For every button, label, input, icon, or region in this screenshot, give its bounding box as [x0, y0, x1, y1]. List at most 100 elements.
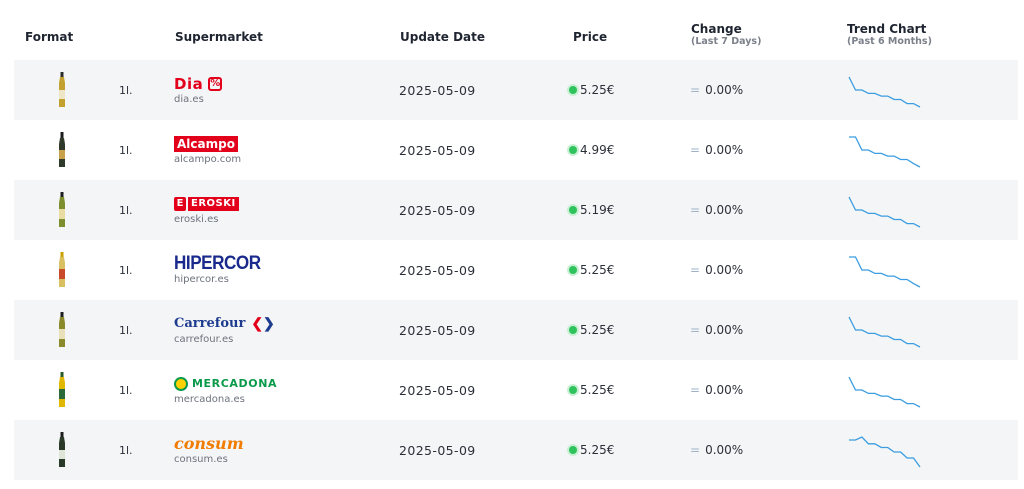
- supermarket-cell[interactable]: MERCADONA mercadona.es: [174, 360, 277, 420]
- header-change-subtitle: (Last 7 Days): [691, 36, 762, 47]
- price-value: 5.25€: [580, 323, 615, 337]
- eroski-logo: E EROSKI: [174, 195, 239, 213]
- header-trend-title: Trend Chart: [847, 22, 927, 36]
- change: = 0.00%: [690, 300, 743, 360]
- trend-line: [848, 196, 921, 228]
- trend-line: [849, 436, 921, 468]
- update-date: 2025-05-09: [399, 202, 476, 218]
- trend-chart: [848, 316, 921, 348]
- oil-bottle-icon: [59, 312, 65, 347]
- table-row[interactable]: 1l. HIPERCOR hipercor.es 2025-05-09 5.25…: [14, 240, 1018, 300]
- price: 5.25€: [569, 360, 614, 420]
- oil-bottle-icon: [59, 432, 65, 467]
- logo-text: Carrefour: [174, 315, 246, 331]
- header-change-title: Change: [691, 22, 742, 36]
- equal-icon: =: [690, 143, 701, 157]
- oil-bottle-icon: [59, 132, 65, 167]
- supermarket-domain[interactable]: alcampo.com: [174, 153, 242, 165]
- table-row[interactable]: 1l. Carrefour ❮ ❯ carrefour.es 2025-05-09 …: [14, 300, 1018, 360]
- format-size: 1l.: [119, 83, 133, 97]
- price: 5.25€: [569, 420, 614, 480]
- supermarket-cell[interactable]: Dia% dia.es: [174, 60, 223, 120]
- supermarket-domain[interactable]: consum.es: [174, 453, 228, 465]
- oil-bottle-icon: [59, 252, 65, 287]
- change: = 0.00%: [690, 120, 743, 180]
- price-status-dot-icon: [569, 206, 577, 214]
- price-value: 5.25€: [580, 383, 615, 397]
- format-size: 1l.: [119, 383, 133, 397]
- price: 5.25€: [569, 60, 614, 120]
- table-row[interactable]: 1l. Dia% dia.es 2025-05-09 5.25€ = 0.00%: [14, 60, 1018, 120]
- update-date: 2025-05-09: [399, 322, 476, 338]
- supermarket-domain[interactable]: eroski.es: [174, 213, 219, 225]
- trend-line: [848, 376, 921, 408]
- price-status-dot-icon: [569, 266, 577, 274]
- change-value: 0.00%: [705, 383, 744, 397]
- header-trend-subtitle: (Past 6 Months): [847, 36, 932, 47]
- change: = 0.00%: [690, 240, 743, 300]
- trend-line: [849, 256, 921, 288]
- supermarket-domain[interactable]: carrefour.es: [174, 333, 234, 345]
- price-status-dot-icon: [569, 86, 577, 94]
- logo-text: Dia: [174, 74, 204, 93]
- oil-bottle-icon: [59, 192, 65, 227]
- carrefour-mark-icon: ❮ ❯: [251, 315, 275, 332]
- alcampo-logo: Alcampo: [174, 135, 238, 153]
- price-status-dot-icon: [569, 146, 577, 154]
- trend-chart: [848, 196, 921, 228]
- equal-icon: =: [690, 383, 701, 397]
- header-change: Change (Last 7 Days): [691, 22, 761, 48]
- eroski-mark-icon: E: [174, 196, 186, 211]
- price: 5.19€: [569, 180, 614, 240]
- trend-chart: [849, 136, 921, 168]
- supermarket-cell[interactable]: Alcampo alcampo.com: [174, 120, 241, 180]
- change: = 0.00%: [690, 180, 743, 240]
- supermarket-domain[interactable]: mercadona.es: [174, 393, 245, 405]
- change-value: 0.00%: [705, 443, 744, 457]
- change-value: 0.00%: [705, 323, 744, 337]
- mercadona-logo: MERCADONA: [174, 375, 277, 393]
- table-row[interactable]: 1l. Alcampo alcampo.com 2025-05-09 4.99€…: [14, 120, 1018, 180]
- table-row[interactable]: 1l. E EROSKI eroski.es 2025-05-09 5.19€ =…: [14, 180, 1018, 240]
- equal-icon: =: [690, 443, 701, 457]
- trend-chart: [849, 256, 921, 288]
- price-status-dot-icon: [569, 446, 577, 454]
- table-row[interactable]: 1l. consum consum.es 2025-05-09 5.25€ = 0…: [14, 420, 1018, 480]
- equal-icon: =: [690, 83, 701, 97]
- table-header: Format Supermarket Update Date Price Cha…: [0, 0, 1024, 60]
- supermarket-domain[interactable]: dia.es: [174, 93, 204, 105]
- hipercor-logo: HIPERCOR: [174, 252, 261, 274]
- supermarket-cell[interactable]: Carrefour ❮ ❯ carrefour.es: [174, 300, 275, 360]
- change: = 0.00%: [690, 420, 743, 480]
- update-date: 2025-05-09: [399, 262, 476, 278]
- change: = 0.00%: [690, 60, 743, 120]
- header-format: Format: [25, 30, 74, 44]
- mercadona-mark-icon: [174, 376, 188, 391]
- change: = 0.00%: [690, 360, 743, 420]
- price: 5.25€: [569, 300, 614, 360]
- header-price: Price: [573, 30, 608, 44]
- update-date: 2025-05-09: [399, 382, 476, 398]
- price-value: 5.25€: [580, 443, 615, 457]
- price-status-dot-icon: [569, 326, 577, 334]
- change-value: 0.00%: [705, 83, 744, 97]
- supermarket-domain[interactable]: hipercor.es: [174, 273, 229, 285]
- format-size: 1l.: [119, 143, 133, 157]
- change-value: 0.00%: [705, 203, 744, 217]
- trend-line: [848, 76, 921, 108]
- logo-text: EROSKI: [188, 196, 239, 211]
- update-date: 2025-05-09: [399, 442, 476, 458]
- trend-line: [849, 136, 921, 168]
- change-value: 0.00%: [705, 263, 744, 277]
- supermarket-cell[interactable]: consum consum.es: [174, 420, 244, 480]
- update-date: 2025-05-09: [399, 82, 476, 98]
- price: 4.99€: [569, 120, 614, 180]
- supermarket-cell[interactable]: HIPERCOR hipercor.es: [174, 240, 270, 300]
- equal-icon: =: [690, 203, 701, 217]
- table-row[interactable]: 1l. MERCADONA mercadona.es 2025-05-09 5.…: [14, 360, 1018, 420]
- dia-logo: Dia%: [174, 74, 223, 93]
- supermarket-cell[interactable]: E EROSKI eroski.es: [174, 180, 239, 240]
- price-value: 5.25€: [580, 263, 615, 277]
- format-size: 1l.: [119, 323, 133, 337]
- logo-text: Alcampo: [174, 135, 238, 152]
